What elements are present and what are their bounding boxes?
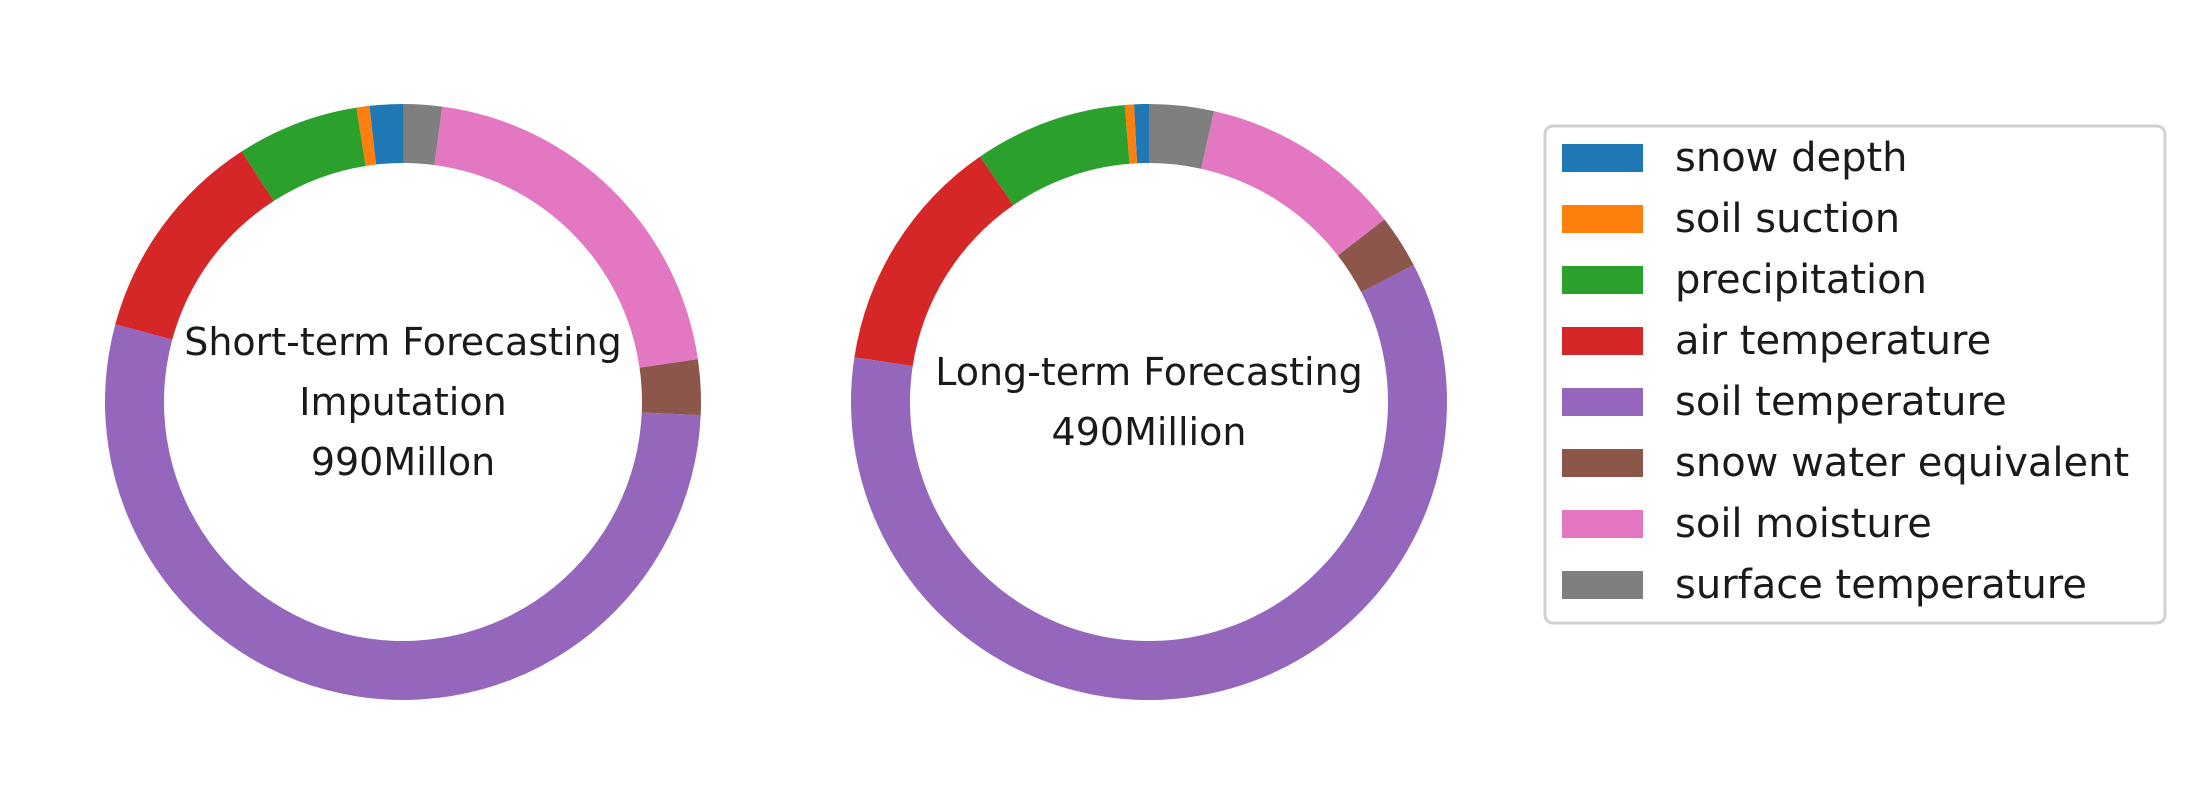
slice-air-temperature [854, 156, 1014, 367]
center-label-line: 990Millon [311, 440, 495, 484]
chart-legend: snow depth soil suction precipitation air t… [1543, 124, 2167, 625]
center-label-line: Short-term Forecasting [184, 320, 622, 364]
legend-swatch-snow-water-equivalent [1562, 449, 1643, 477]
slice-precipitation [241, 107, 366, 202]
center-label-line: 490Million [1052, 410, 1247, 454]
slice-snow-water-equivalent [1337, 219, 1414, 293]
slice-surface-temperature [1149, 104, 1215, 169]
legend-label-soil-suction: soil suction [1675, 196, 1900, 242]
legend-swatch-air-temperature [1562, 327, 1643, 355]
slice-snow-depth [369, 104, 403, 165]
slice-soil-moisture [1201, 111, 1385, 256]
legend-label-soil-moisture: soil moisture [1675, 501, 1932, 547]
slice-soil-temperature [104, 324, 701, 701]
slice-soil-temperature [851, 265, 1447, 701]
slice-precipitation [979, 104, 1130, 206]
legend-swatch-surface-temperature [1562, 571, 1643, 599]
legend-swatch-precipitation [1562, 266, 1643, 294]
legend-label-snow-depth: snow depth [1675, 135, 1908, 181]
center-label-line: Long-term Forecasting [935, 350, 1363, 394]
slice-soil-suction [356, 105, 377, 166]
legend-label-surface-temperature: surface temperature [1675, 562, 2087, 608]
legend-swatch-soil-temperature [1562, 388, 1643, 416]
slice-snow-water-equivalent [639, 359, 701, 416]
short-term-donut-chart: Short-term Forecasting Imputation 990Millo… [104, 104, 701, 701]
legend-frame [1543, 124, 2167, 625]
center-label-line: Imputation [299, 380, 506, 424]
slice-snow-depth [1134, 104, 1149, 164]
legend-swatch-snow-depth [1562, 144, 1643, 172]
legend-swatch-soil-suction [1562, 205, 1643, 233]
long-term-donut-chart: Long-term Forecasting 490Million [851, 104, 1447, 701]
slice-air-temperature [115, 151, 274, 340]
legend-label-snow-water-equivalent: snow water equivalent [1675, 440, 2129, 486]
legend-swatch-soil-moisture [1562, 510, 1643, 538]
legend-label-air-temperature: air temperature [1675, 318, 1991, 364]
slice-soil-suction [1124, 104, 1137, 164]
legend-label-soil-temperature: soil temperature [1675, 379, 2007, 425]
slice-surface-temperature [403, 104, 443, 166]
slice-soil-moisture [434, 106, 698, 368]
legend-label-precipitation: precipitation [1675, 257, 1927, 303]
